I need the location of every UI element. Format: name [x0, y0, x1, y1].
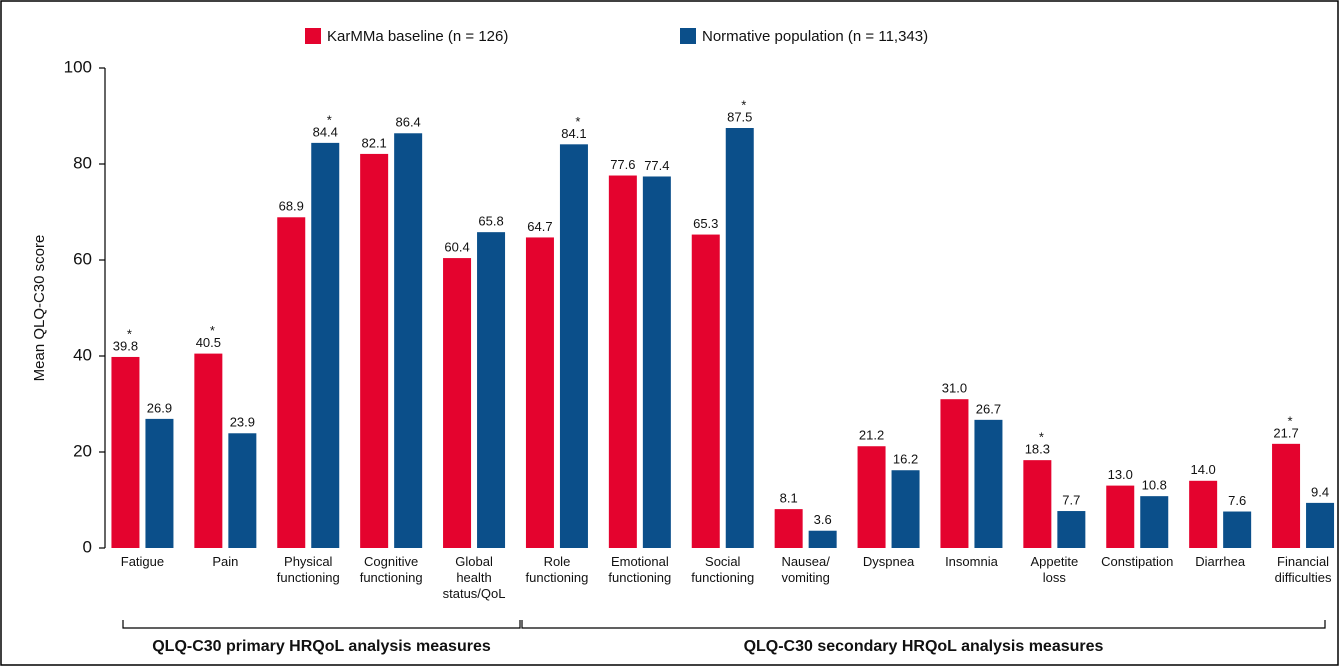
data-label: 40.5 [196, 335, 221, 350]
data-label: 21.7 [1273, 425, 1298, 440]
x-tick-label: Emotional functioning [608, 554, 671, 585]
bar [194, 353, 223, 548]
y-tick-label: 60 [73, 249, 92, 268]
bar [525, 237, 554, 548]
group-label: QLQ-C30 secondary HRQoL analysis measure… [744, 638, 1104, 655]
data-label: 87.5 [727, 109, 752, 124]
x-tick-label: Dyspnea [863, 554, 915, 569]
bar [691, 234, 720, 548]
x-tick-label: Insomnia [945, 554, 999, 569]
x-tick-label: Financial difficulties [1275, 554, 1332, 585]
bar [1189, 480, 1218, 548]
bar [360, 153, 389, 549]
group-bracket [521, 620, 1326, 629]
bar [443, 258, 472, 548]
bar [1306, 502, 1335, 548]
data-label: 26.7 [976, 401, 1001, 416]
data-label: 68.9 [279, 199, 304, 214]
data-label: 39.8 [113, 338, 138, 353]
bar [311, 142, 340, 548]
bar [228, 433, 257, 548]
significance-marker: * [575, 114, 580, 129]
bar [1140, 496, 1169, 548]
data-label: 13.0 [1108, 467, 1133, 482]
bar [1106, 485, 1135, 548]
significance-marker: * [327, 112, 332, 127]
bar [1023, 460, 1052, 548]
legend-swatch [680, 28, 696, 44]
y-tick-label: 80 [73, 153, 92, 172]
y-tick-label: 20 [73, 441, 92, 460]
x-tick-label: Nausea/vomiting [781, 554, 830, 585]
y-tick-label: 40 [73, 345, 92, 364]
data-label: 86.4 [395, 115, 420, 130]
bar [974, 419, 1003, 548]
data-label: 18.3 [1025, 442, 1050, 457]
bar [559, 144, 588, 548]
x-tick-label: Cognitive functioning [360, 554, 423, 585]
bar [111, 356, 140, 548]
x-tick-label: Physical functioning [277, 554, 340, 585]
bar [1223, 511, 1252, 548]
data-label: 14.0 [1190, 462, 1215, 477]
data-label: 77.6 [610, 157, 635, 172]
significance-marker: * [1039, 430, 1044, 445]
bar [891, 470, 920, 548]
y-axis-label: Mean QLQ-C30 score [31, 235, 48, 382]
bar [774, 509, 803, 548]
data-label: 84.4 [313, 124, 338, 139]
significance-marker: * [1288, 413, 1293, 428]
legend-swatch [305, 28, 321, 44]
group-label: QLQ-C30 primary HRQoL analysis measures [152, 638, 491, 655]
data-label: 65.3 [693, 216, 718, 231]
x-tick-label: Diarrhea [1195, 554, 1246, 569]
bar [725, 128, 754, 548]
bar [642, 176, 671, 549]
bar [808, 530, 837, 548]
x-tick-label: Constipation [1101, 554, 1173, 569]
x-tick-label: Appetite loss [1030, 554, 1078, 585]
bar [145, 418, 174, 548]
data-label: 21.2 [859, 428, 884, 443]
data-label: 65.8 [478, 214, 503, 229]
data-label: 16.2 [893, 452, 918, 467]
x-tick-label: Role functioning [526, 554, 589, 585]
significance-marker: * [741, 97, 746, 112]
y-tick-label: 100 [64, 57, 92, 76]
group-bracket [122, 620, 521, 629]
x-tick-label: Pain [212, 554, 238, 569]
bar [940, 399, 969, 548]
data-label: 10.8 [1142, 478, 1167, 493]
data-label: 9.4 [1311, 484, 1329, 499]
bar [1057, 511, 1086, 548]
data-label: 31.0 [942, 381, 967, 396]
data-label: 8.1 [780, 491, 798, 506]
y-tick-label: 0 [83, 537, 92, 556]
data-label: 64.7 [527, 219, 552, 234]
x-tick-label: Fatigue [121, 554, 164, 569]
data-label: 84.1 [561, 126, 586, 141]
bar [857, 446, 886, 548]
bar [608, 175, 637, 548]
legend-label: Normative population (n = 11,343) [702, 28, 928, 45]
significance-marker: * [127, 326, 132, 341]
bar [277, 217, 306, 548]
data-label: 7.6 [1228, 493, 1246, 508]
data-label: 26.9 [147, 400, 172, 415]
legend-label: KarMMa baseline (n = 126) [327, 28, 508, 45]
data-label: 7.7 [1062, 492, 1080, 507]
data-label: 60.4 [444, 240, 469, 255]
x-tick-label: Social functioning [691, 554, 754, 585]
bar [1272, 443, 1301, 548]
x-tick-label: Global health status/QoL [443, 554, 506, 601]
data-label: 23.9 [230, 415, 255, 430]
data-label: 77.4 [644, 158, 669, 173]
significance-marker: * [210, 323, 215, 338]
data-label: 82.1 [361, 135, 386, 150]
bar [477, 232, 506, 548]
data-label: 3.6 [814, 512, 832, 527]
bar [394, 133, 423, 548]
